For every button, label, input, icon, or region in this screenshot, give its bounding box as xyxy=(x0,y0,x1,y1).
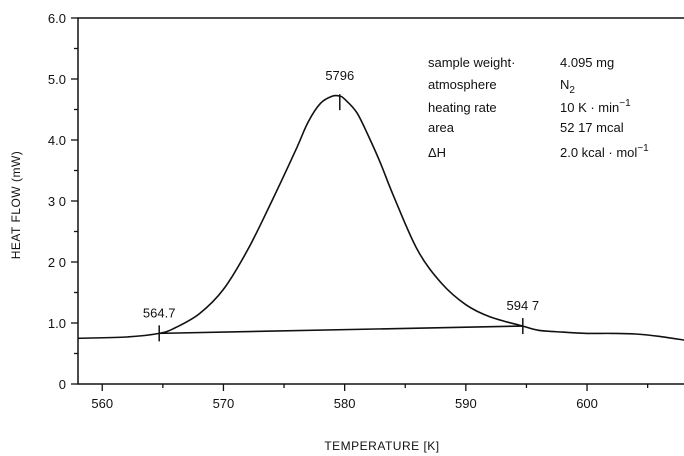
x-tick-label: 570 xyxy=(213,396,235,411)
y-axis-label: HEAT FLOW (mW) xyxy=(9,151,23,260)
peak-markers: 564.7 5796 594 7 xyxy=(143,68,540,342)
info-label-atmosphere: atmosphere xyxy=(428,77,497,92)
x-tick-label: 580 xyxy=(334,396,356,411)
x-axis-label: TEMPERATURE [K] xyxy=(324,439,439,453)
baseline-line xyxy=(159,325,523,335)
info-value-sample-weight: 4.095 mg xyxy=(560,55,614,70)
x-tick-label: 560 xyxy=(91,396,113,411)
info-label-area: area xyxy=(428,120,455,135)
info-value-area: 52 17 mcal xyxy=(560,120,624,135)
marker-label: 564.7 xyxy=(143,305,176,320)
curves xyxy=(77,94,684,341)
atmosphere-subscript: 2 xyxy=(569,85,575,96)
y-tick-label: 4.0 xyxy=(48,133,66,148)
y-axis-ticks: 0 1.0 2 0 3 0 4.0 5.0 6.0 xyxy=(48,11,78,392)
info-value-heating-rate: 10 K · min−1 xyxy=(560,98,631,115)
x-axis-ticks: 560 570 580 590 600 xyxy=(91,384,649,411)
heating-rate-value: 10 K · min xyxy=(560,100,619,115)
info-label-sample-weight: sample weight· xyxy=(428,55,515,70)
y-tick-label: 1.0 xyxy=(48,316,66,331)
y-tick-label: 0 xyxy=(59,377,66,392)
y-tick-label: 3 0 xyxy=(48,194,66,209)
marker-label: 594 7 xyxy=(507,298,540,313)
heat-flow-curve xyxy=(77,94,684,341)
delta-h-value: 2.0 kcal · mol xyxy=(560,145,637,160)
info-value-delta-h: 2.0 kcal · mol−1 xyxy=(560,143,649,160)
x-tick-label: 590 xyxy=(455,396,477,411)
y-tick-label: 2 0 xyxy=(48,255,66,270)
info-panel: sample weight· 4.095 mg atmosphere N2 he… xyxy=(428,55,649,160)
info-label-delta-h: ΔH xyxy=(428,145,446,160)
x-tick-label: 600 xyxy=(576,396,598,411)
marker-label: 5796 xyxy=(325,68,354,83)
y-tick-label: 5.0 xyxy=(48,72,66,87)
atmosphere-symbol: N xyxy=(560,77,569,92)
info-label-heating-rate: heating rate xyxy=(428,100,497,115)
delta-h-exponent: −1 xyxy=(637,143,649,154)
y-tick-label: 6.0 xyxy=(48,11,66,26)
info-value-atmosphere: N2 xyxy=(560,77,575,96)
heating-rate-exponent: −1 xyxy=(619,98,631,109)
